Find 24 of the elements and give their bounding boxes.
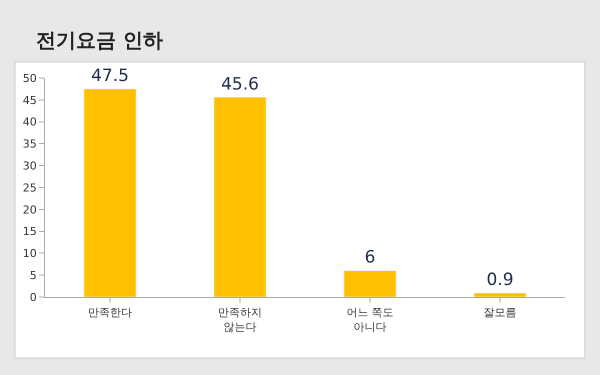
y-tick-label: 25	[22, 181, 37, 194]
y-tick-label: 5	[30, 268, 37, 282]
data-label: 47.5	[91, 66, 129, 86]
y-tick-label: 10	[22, 247, 37, 260]
x-tick-label: 어느 쪽도 아니다	[346, 306, 394, 334]
y-tick-label: 15	[22, 225, 37, 238]
data-label: 45.6	[221, 74, 259, 94]
x-tick-label: 만족한다	[88, 306, 132, 320]
y-tick-label: 50	[22, 72, 37, 85]
bar	[344, 270, 396, 297]
y-tick-label: 35	[22, 138, 37, 151]
y-tick-label: 45	[22, 94, 37, 107]
y-tick-label: 40	[22, 116, 37, 129]
bar	[474, 292, 526, 297]
y-tick-label: 30	[22, 159, 37, 172]
y-tick-label: 0	[30, 290, 37, 304]
x-tick-label: 잘모름	[484, 306, 516, 320]
data-label: 6	[364, 248, 376, 268]
bar	[214, 97, 266, 297]
chart-title: 전기요금 인하	[36, 28, 163, 52]
bar	[84, 88, 136, 297]
x-tick-label: 만족하지 않는다	[218, 306, 262, 334]
y-tick-label: 20	[22, 203, 37, 216]
data-label: 0.9	[486, 270, 514, 290]
